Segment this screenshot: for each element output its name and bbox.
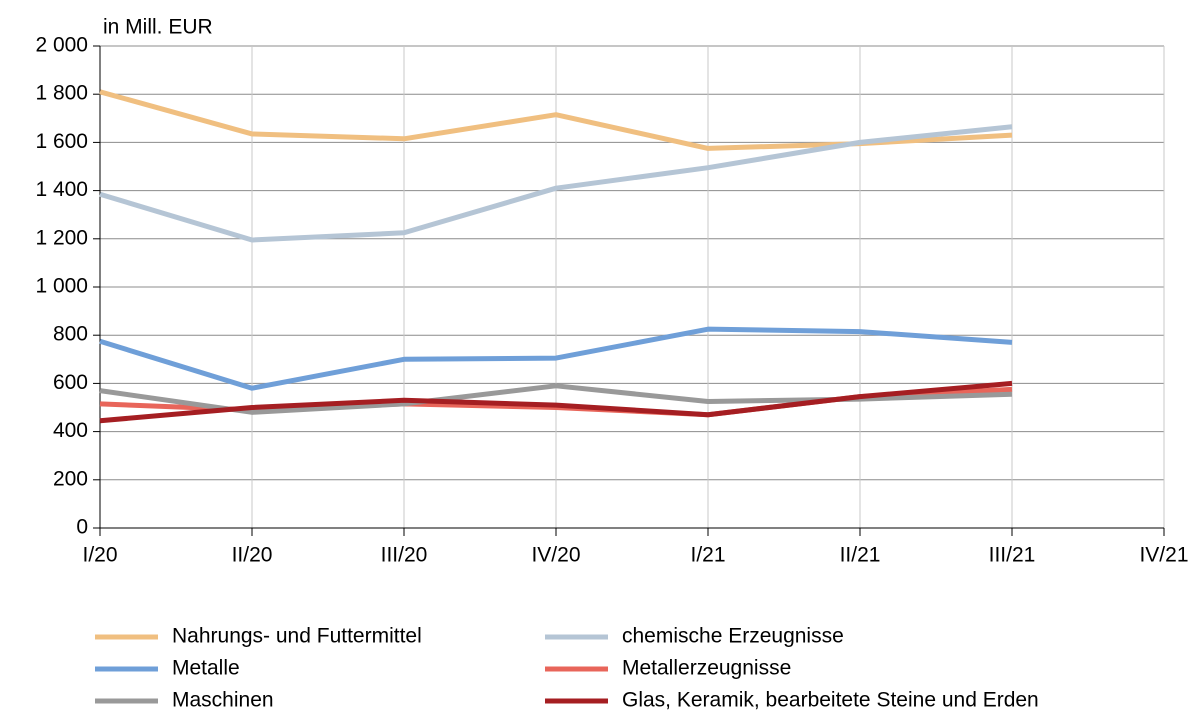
x-tick-label: I/20 bbox=[82, 544, 117, 567]
y-tick-label: 1 600 bbox=[35, 130, 88, 153]
y-tick-label: 2 000 bbox=[35, 34, 88, 57]
x-tick-label: IV/20 bbox=[531, 544, 580, 567]
x-tick-label: II/21 bbox=[840, 544, 881, 567]
x-tick-label: III/21 bbox=[989, 544, 1036, 567]
series-line bbox=[99, 124, 1013, 243]
legend-label: Nahrungs- und Futtermittel bbox=[172, 625, 422, 648]
y-tick-label: 1 800 bbox=[35, 82, 88, 105]
legend-label: Glas, Keramik, bearbeitete Steine und Er… bbox=[622, 689, 1039, 712]
y-tick-label: 1 000 bbox=[35, 275, 88, 298]
x-tick-label: III/20 bbox=[381, 544, 428, 567]
y-tick-label: 200 bbox=[53, 467, 88, 490]
x-tick-label: I/21 bbox=[690, 544, 725, 567]
y-tick-label: 1 200 bbox=[35, 226, 88, 249]
series-line bbox=[99, 380, 1013, 424]
legend-label: Maschinen bbox=[172, 689, 274, 712]
x-tick-label: II/20 bbox=[232, 544, 273, 567]
y-tick-label: 0 bbox=[76, 516, 88, 539]
y-tick-label: 600 bbox=[53, 371, 88, 394]
x-tick-label: IV/21 bbox=[1139, 544, 1188, 567]
legend-label: chemische Erzeugnisse bbox=[622, 625, 844, 648]
y-axis-label: in Mill. EUR bbox=[103, 16, 213, 39]
legend-label: Metallerzeugnisse bbox=[622, 657, 791, 680]
y-tick-label: 800 bbox=[53, 323, 88, 346]
y-tick-label: 400 bbox=[53, 419, 88, 442]
series-line bbox=[99, 326, 1013, 391]
y-tick-label: 1 400 bbox=[35, 178, 88, 201]
legend-label: Metalle bbox=[172, 657, 240, 680]
